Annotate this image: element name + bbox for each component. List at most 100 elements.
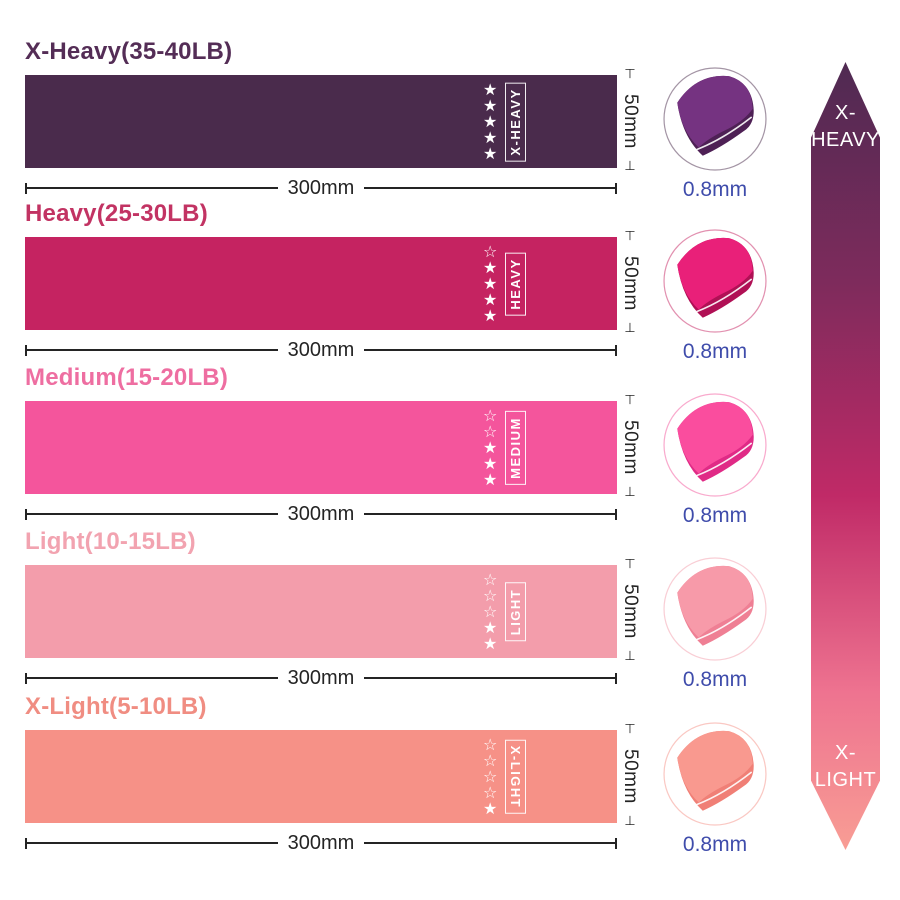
band-title: Light(10-15LB) (25, 528, 196, 555)
star-rating: ☆ ☆ ☆ ★ ★ (483, 569, 498, 653)
band-level-label: X-HEAVY (505, 81, 526, 162)
height-dimension: ⊤ 50mm ⊥ (616, 723, 644, 829)
width-dimension: 300mm (25, 667, 618, 689)
width-dimension-label: 300mm (287, 177, 355, 199)
star-outline-icon: ☆ (483, 569, 498, 589)
thickness-label: 0.8mm (682, 668, 748, 691)
height-dimension: ⊤ 50mm ⊥ (616, 229, 644, 336)
width-dimension: 300mm (25, 503, 618, 525)
dimension-line (27, 842, 278, 844)
width-dimension: 300mm (25, 339, 618, 361)
star-outline-icon: ☆ (483, 766, 498, 786)
band-level-label: LIGHT (505, 582, 526, 641)
arrow-bottom-label-line1: X- (835, 742, 856, 764)
dimension-right-tick-icon (615, 672, 618, 684)
star-outline-icon: ☆ (483, 405, 498, 425)
dimension-top-tick-icon: ⊤ (624, 393, 636, 408)
dimension-left-tick-icon (25, 182, 27, 194)
band-rectangle: ☆ ★ ★ ★ ★ HEAVY (25, 237, 617, 330)
star-outline-icon: ☆ (483, 241, 498, 261)
star-filled-icon: ★ (483, 289, 498, 309)
arrow-bottom-label: X- LIGHT (811, 740, 880, 794)
star-filled-icon: ★ (483, 127, 498, 147)
star-filled-icon: ★ (483, 305, 498, 325)
width-dimension: 300mm (25, 832, 618, 854)
star-outline-icon: ☆ (483, 585, 498, 605)
star-rating: ☆ ☆ ☆ ☆ ★ (483, 734, 498, 817)
star-rating: ☆ ★ ★ ★ ★ (483, 241, 498, 325)
band-fold-photo (663, 67, 767, 171)
dimension-bottom-tick-icon: ⊥ (624, 484, 636, 500)
dimension-left-tick-icon (25, 672, 27, 684)
star-filled-icon: ★ (483, 143, 498, 163)
strength-gradient-arrow: X- HEAVY X- LIGHT (811, 62, 880, 850)
band-fold-photo (663, 722, 767, 826)
dimension-top-tick-icon: ⊤ (624, 67, 636, 82)
height-dimension-label: 50mm (620, 583, 641, 639)
width-dimension-label: 300mm (287, 503, 355, 525)
band-fold-photo (663, 393, 767, 497)
band-row-medium: Medium(15-20LB) ☆ ☆ ★ ★ ★ MEDIUM ⊤ 50mm ⊥ 30… (0, 364, 900, 531)
thickness-detail: 0.8mm (662, 228, 768, 364)
star-filled-icon: ★ (483, 453, 498, 473)
height-dimension: ⊤ 50mm ⊥ (616, 67, 644, 174)
band-rectangle: ☆ ☆ ☆ ☆ ★ X-LIGHT (25, 730, 617, 823)
star-filled-icon: ★ (483, 79, 498, 99)
thickness-label: 0.8mm (682, 504, 748, 527)
thickness-detail: 0.8mm (662, 392, 768, 528)
band-rectangle: ☆ ☆ ★ ★ ★ MEDIUM (25, 401, 617, 494)
star-filled-icon: ★ (483, 257, 498, 277)
band-row-light: Light(10-15LB) ☆ ☆ ☆ ★ ★ LIGHT ⊤ 50mm ⊥ 300m… (0, 528, 900, 695)
width-dimension-label: 300mm (287, 667, 355, 689)
band-rectangle: ★ ★ ★ ★ ★ X-HEAVY (25, 75, 617, 168)
band-level-label: HEAVY (505, 251, 526, 316)
dimension-left-tick-icon (25, 837, 27, 849)
height-dimension: ⊤ 50mm ⊥ (616, 393, 644, 500)
star-filled-icon: ★ (483, 111, 498, 131)
dimension-left-tick-icon (25, 344, 27, 356)
dimension-line (27, 349, 278, 351)
band-fold-photo (663, 229, 767, 333)
star-outline-icon: ☆ (483, 750, 498, 770)
thickness-label: 0.8mm (682, 833, 748, 856)
star-outline-icon: ☆ (483, 782, 498, 802)
band-rectangle: ☆ ☆ ☆ ★ ★ LIGHT (25, 565, 617, 658)
arrow-top-label-line1: X- (835, 102, 856, 124)
band-level-label: X-LIGHT (505, 739, 526, 814)
band-row-x-heavy: X-Heavy(35-40LB) ★ ★ ★ ★ ★ X-HEAVY ⊤ 50mm ⊥ … (0, 38, 900, 205)
dimension-line (27, 187, 278, 189)
dimension-right-tick-icon (615, 508, 618, 520)
dimension-bottom-tick-icon: ⊥ (624, 158, 636, 174)
star-filled-icon: ★ (483, 437, 498, 457)
dimension-line (27, 513, 278, 515)
arrow-top-label: X- HEAVY (811, 100, 880, 154)
band-level-label: MEDIUM (505, 410, 526, 485)
star-outline-icon: ☆ (483, 601, 498, 621)
band-row-heavy: Heavy(25-30LB) ☆ ★ ★ ★ ★ HEAVY ⊤ 50mm ⊥ 300m… (0, 200, 900, 367)
dimension-right-tick-icon (615, 837, 618, 849)
dimension-top-tick-icon: ⊤ (624, 229, 636, 244)
dimension-line (364, 677, 616, 679)
dimension-line (364, 187, 616, 189)
thickness-detail: 0.8mm (662, 721, 768, 857)
dimension-right-tick-icon (615, 182, 618, 194)
band-row-x-light: X-Light(5-10LB) ☆ ☆ ☆ ☆ ★ X-LIGHT ⊤ 50mm ⊥ 3… (0, 693, 900, 860)
width-dimension-label: 300mm (287, 832, 355, 854)
band-title: X-Light(5-10LB) (25, 693, 207, 720)
dimension-bottom-tick-icon: ⊥ (624, 813, 636, 829)
dimension-line (364, 842, 616, 844)
star-filled-icon: ★ (483, 95, 498, 115)
dimension-line (364, 513, 616, 515)
star-outline-icon: ☆ (483, 734, 498, 754)
thickness-detail: 0.8mm (662, 66, 768, 202)
dimension-bottom-tick-icon: ⊥ (624, 320, 636, 336)
height-dimension-label: 50mm (620, 748, 641, 804)
height-dimension: ⊤ 50mm ⊥ (616, 558, 644, 663)
star-rating: ★ ★ ★ ★ ★ (483, 79, 498, 163)
arrow-bottom-label-line2: LIGHT (814, 769, 877, 791)
width-dimension: 300mm (25, 177, 618, 199)
star-filled-icon: ★ (483, 633, 498, 653)
star-filled-icon: ★ (483, 273, 498, 293)
band-title: Medium(15-20LB) (25, 364, 229, 391)
